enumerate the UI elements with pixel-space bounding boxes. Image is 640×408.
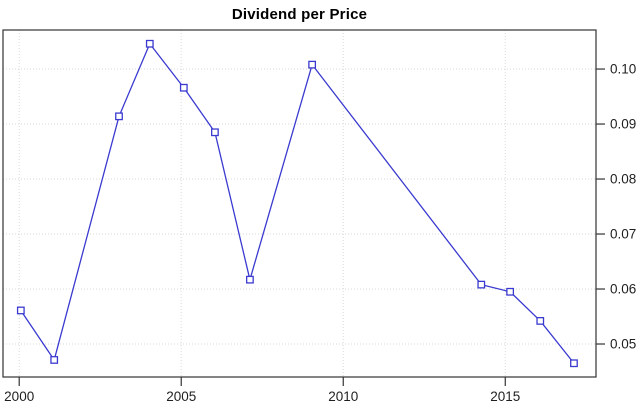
- x-tick-label: 2005: [166, 389, 196, 404]
- data-point: [570, 359, 578, 368]
- data-point: [246, 275, 254, 284]
- x-tick-label: 2015: [490, 389, 520, 404]
- data-point: [536, 317, 545, 325]
- x-tick-label: 2010: [328, 389, 358, 404]
- y-tick-label: 0.07: [610, 227, 636, 242]
- y-tick-label: 0.10: [610, 62, 636, 77]
- y-tick-label: 0.05: [610, 337, 636, 352]
- data-point: [115, 112, 123, 121]
- data-point: [145, 39, 154, 48]
- y-tick-label: 0.08: [610, 172, 636, 187]
- data-point: [16, 306, 25, 315]
- data-point: [308, 60, 317, 69]
- chart-title: Dividend per Price: [231, 6, 368, 23]
- data-point: [179, 83, 188, 92]
- data-point: [477, 280, 486, 289]
- x-tick-label: 2000: [4, 389, 34, 404]
- y-tick-label: 0.06: [610, 282, 636, 297]
- data-point: [211, 128, 219, 137]
- data-point: [50, 356, 59, 364]
- y-tick-label: 0.09: [610, 117, 636, 132]
- data-line: [20, 43, 575, 364]
- data-point: [506, 287, 515, 296]
- plot-border: [2, 29, 597, 378]
